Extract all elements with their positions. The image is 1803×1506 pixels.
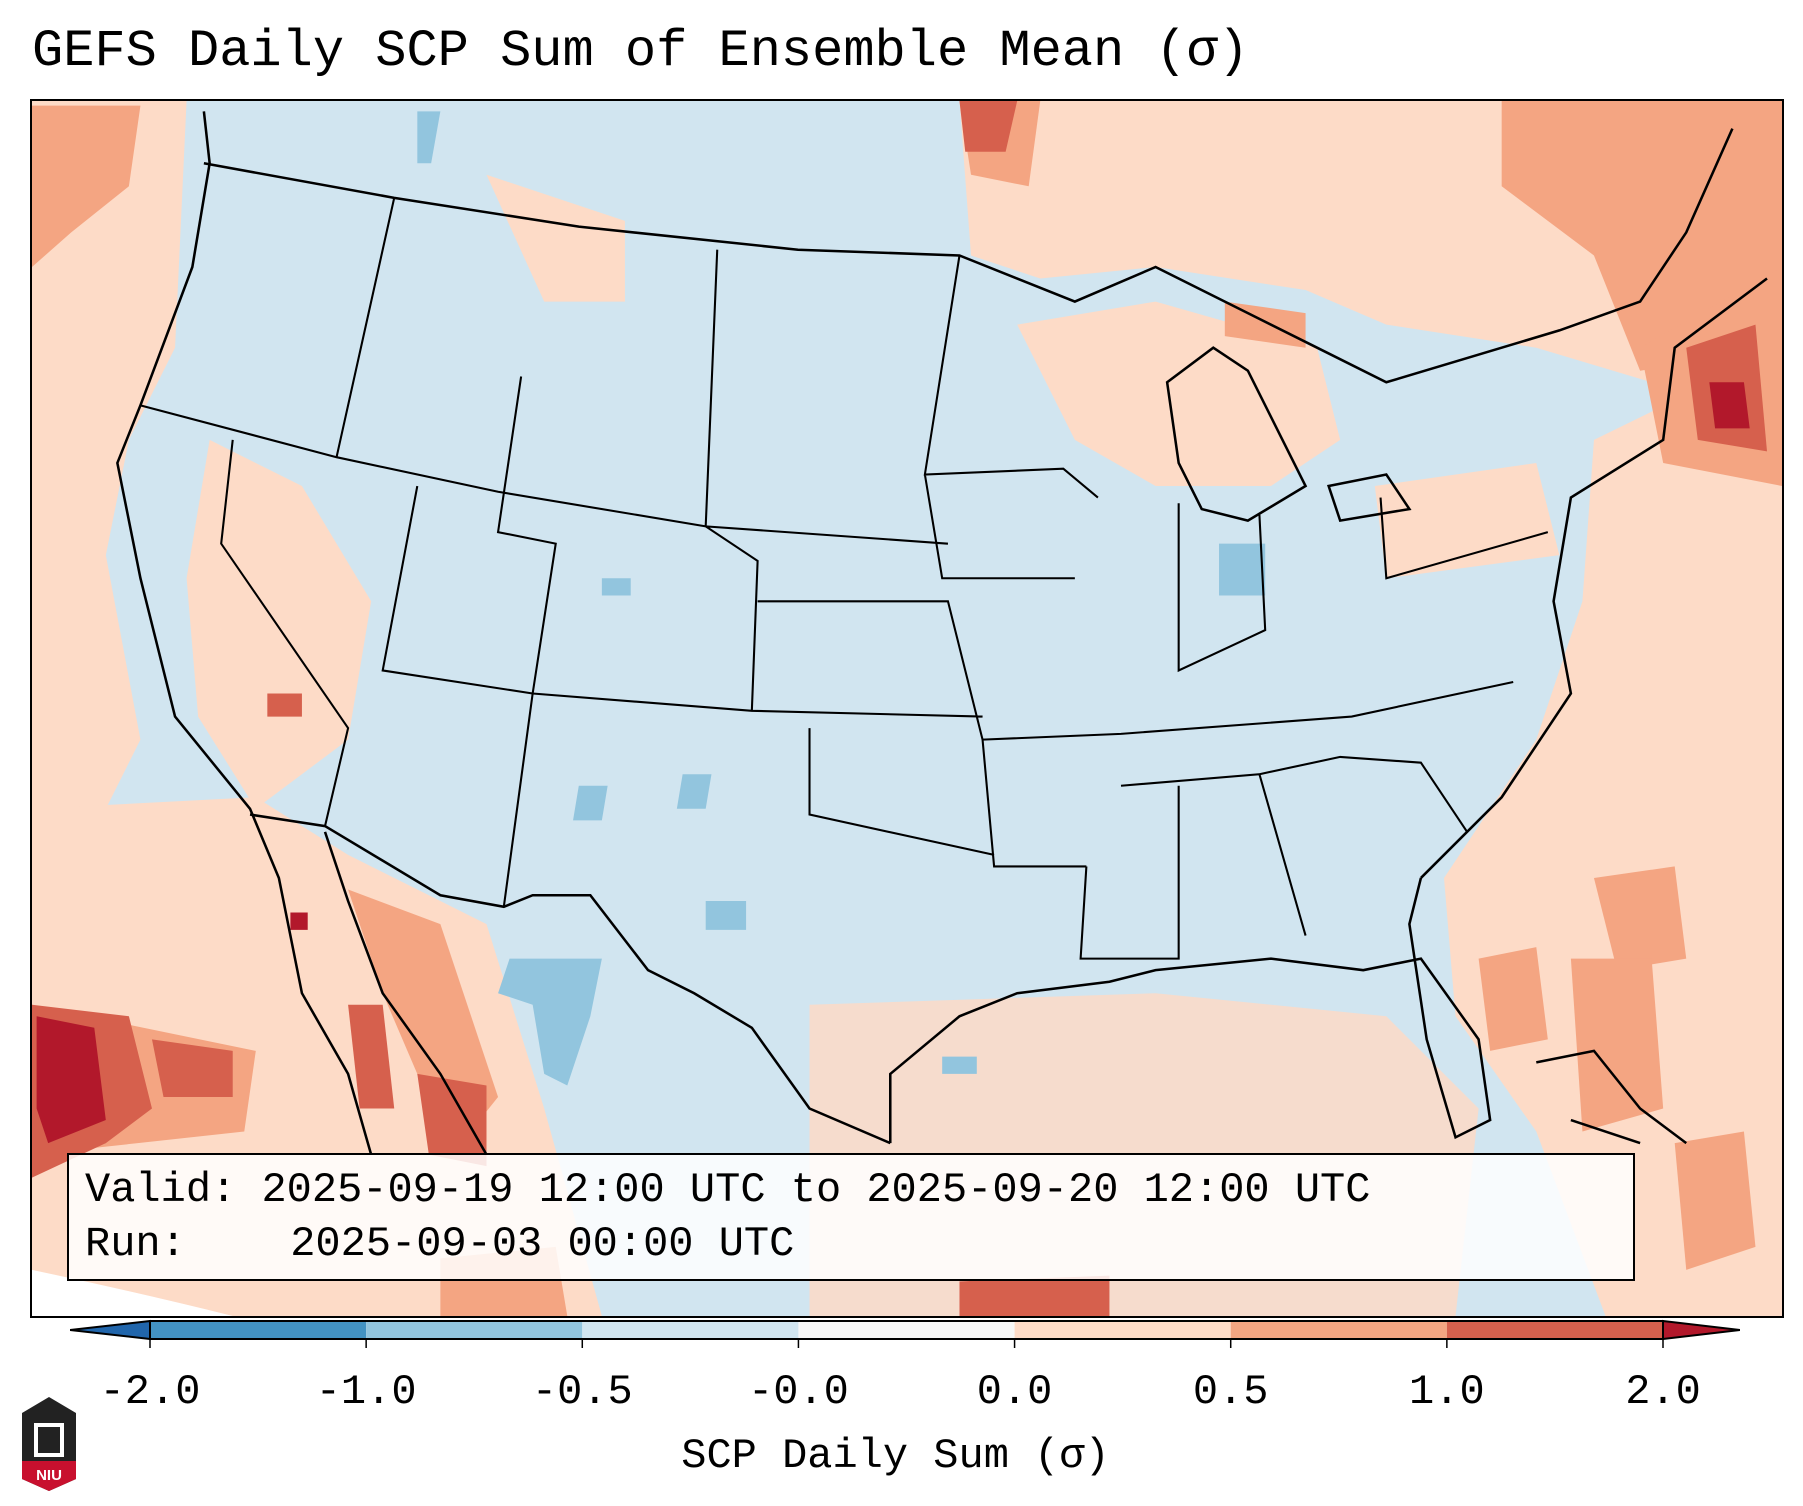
coastline-west (116, 111, 373, 1155)
niu-logo: NIU (22, 1397, 76, 1491)
gulf-coast (889, 877, 1492, 1144)
colorbar-segment (798, 1321, 1015, 1339)
colorbar-segment (150, 1321, 367, 1339)
colorbar-extend-low (70, 1319, 151, 1341)
scp-field-map (32, 101, 1782, 1316)
colorbar-tick-label: 0.5 (1192, 1368, 1269, 1416)
colorbar-outline (149, 1320, 1664, 1340)
colorbar (70, 1319, 1740, 1348)
outside-domain-corner (32, 1269, 233, 1316)
canada-border (203, 128, 1734, 384)
run-label: Run: (85, 1220, 186, 1268)
colorbar-tick-label: -0.5 (531, 1368, 633, 1416)
colorbar-segment (1230, 1321, 1447, 1339)
colorbar-tick-label: 2.0 (1625, 1368, 1701, 1416)
colorbar-segment (366, 1321, 583, 1339)
colorbar-segment (1446, 1321, 1663, 1339)
colorbar-segment (1014, 1321, 1231, 1339)
valid-label: Valid: (85, 1166, 237, 1214)
colorbar-tick-label: 0.0 (976, 1368, 1053, 1416)
baja-coast (323, 831, 488, 1156)
caribbean-islands (1536, 1049, 1688, 1145)
warm-anomaly-patches (32, 101, 1782, 1316)
great-lakes (1165, 346, 1412, 523)
colorbar-tick-label: -1.0 (315, 1368, 417, 1416)
colorbar-segment (582, 1321, 799, 1339)
borders (116, 111, 1768, 1156)
svg-text:NIU: NIU (36, 1467, 62, 1484)
mexico-border (249, 813, 891, 1145)
valid-time: 2025-09-19 12:00 UTC to 2025-09-20 12:00… (261, 1166, 1371, 1214)
state-lines (140, 197, 1549, 960)
colorbar-tick-label: 1.0 (1409, 1368, 1485, 1416)
run-time: 2025-09-03 00:00 UTC (290, 1220, 795, 1268)
map-panel (30, 99, 1784, 1318)
colorbar-extend-high (1662, 1319, 1740, 1341)
colorbar-tick-label: -2.0 (99, 1368, 201, 1416)
validity-info-box: Valid: 2025-09-19 12:00 UTC to 2025-09-2… (67, 1153, 1635, 1281)
east-coast (1420, 277, 1768, 879)
map-title: GEFS Daily SCP Sum of Ensemble Mean (σ) (32, 22, 1249, 81)
colorbar-tick-label: -0.0 (748, 1368, 849, 1416)
colorbar-label: SCP Daily Sum (σ) (681, 1432, 1110, 1480)
